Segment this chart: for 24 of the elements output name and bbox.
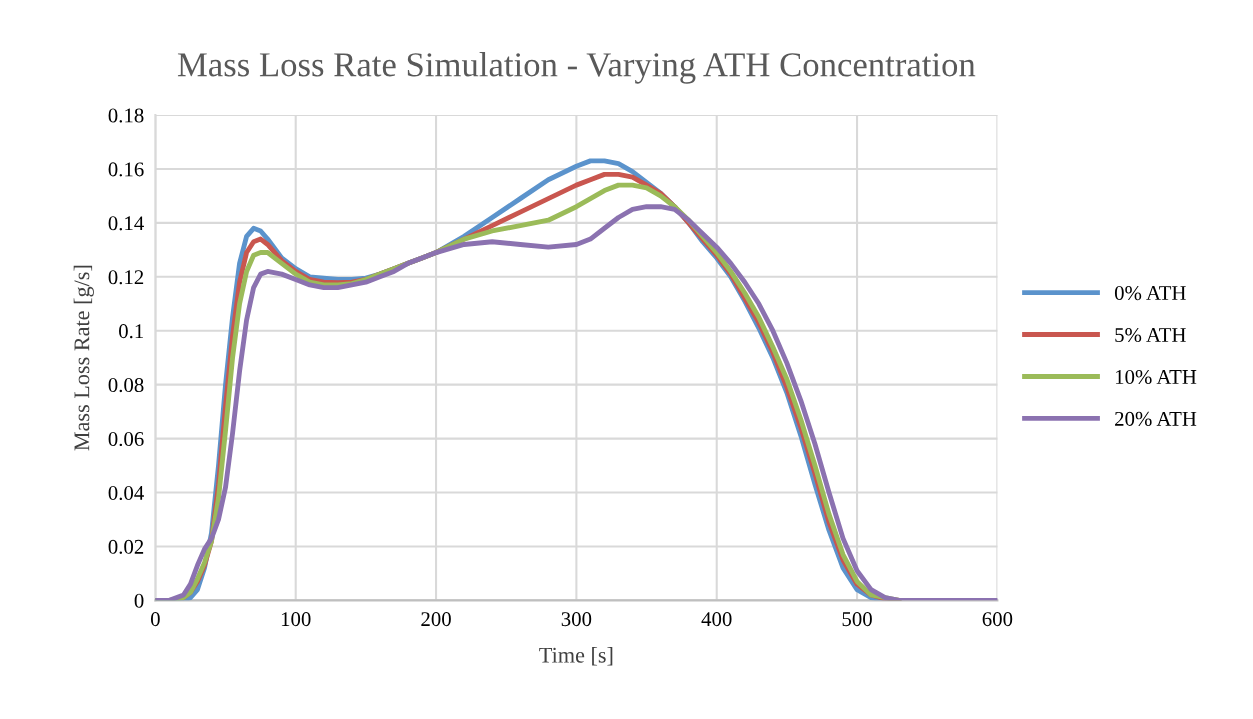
legend-label: 5% ATH [1115,327,1186,343]
x-tick-label: 300 [561,612,592,627]
x-tick-label: 0 [150,612,160,627]
legend-label: 0% ATH [1114,286,1186,301]
x-tick-label: 400 [701,612,732,627]
y-tick-label: 0 [134,593,144,608]
x-tick-label: 600 [982,612,1013,627]
y-tick-label: 0.14 [108,216,144,231]
y-tick-label: 0.18 [108,108,144,123]
y-tick-label: 0.1 [119,324,144,339]
legend-label: 10% ATH [1115,369,1197,385]
y-tick-label: 0.16 [108,162,144,177]
y-tick-label: 0.12 [108,270,144,285]
x-tick-label: 200 [421,612,451,627]
y-tick-label: 0.06 [108,431,144,447]
legend-label: 20% ATH [1115,411,1197,426]
chart-title: Mass Loss Rate Simulation - Varying ATH Concentration [177,52,976,84]
y-tick-label: 0.08 [108,378,144,393]
x-tick-label: 500 [842,612,872,627]
y-tick-label: 0.04 [108,485,144,501]
y-tick-label: 0.02 [108,539,144,554]
y-axis-title: Mass Loss Rate [g/s] [73,265,94,451]
x-tick-label: 100 [281,612,311,627]
x-axis-title: Time [s] [539,647,613,666]
